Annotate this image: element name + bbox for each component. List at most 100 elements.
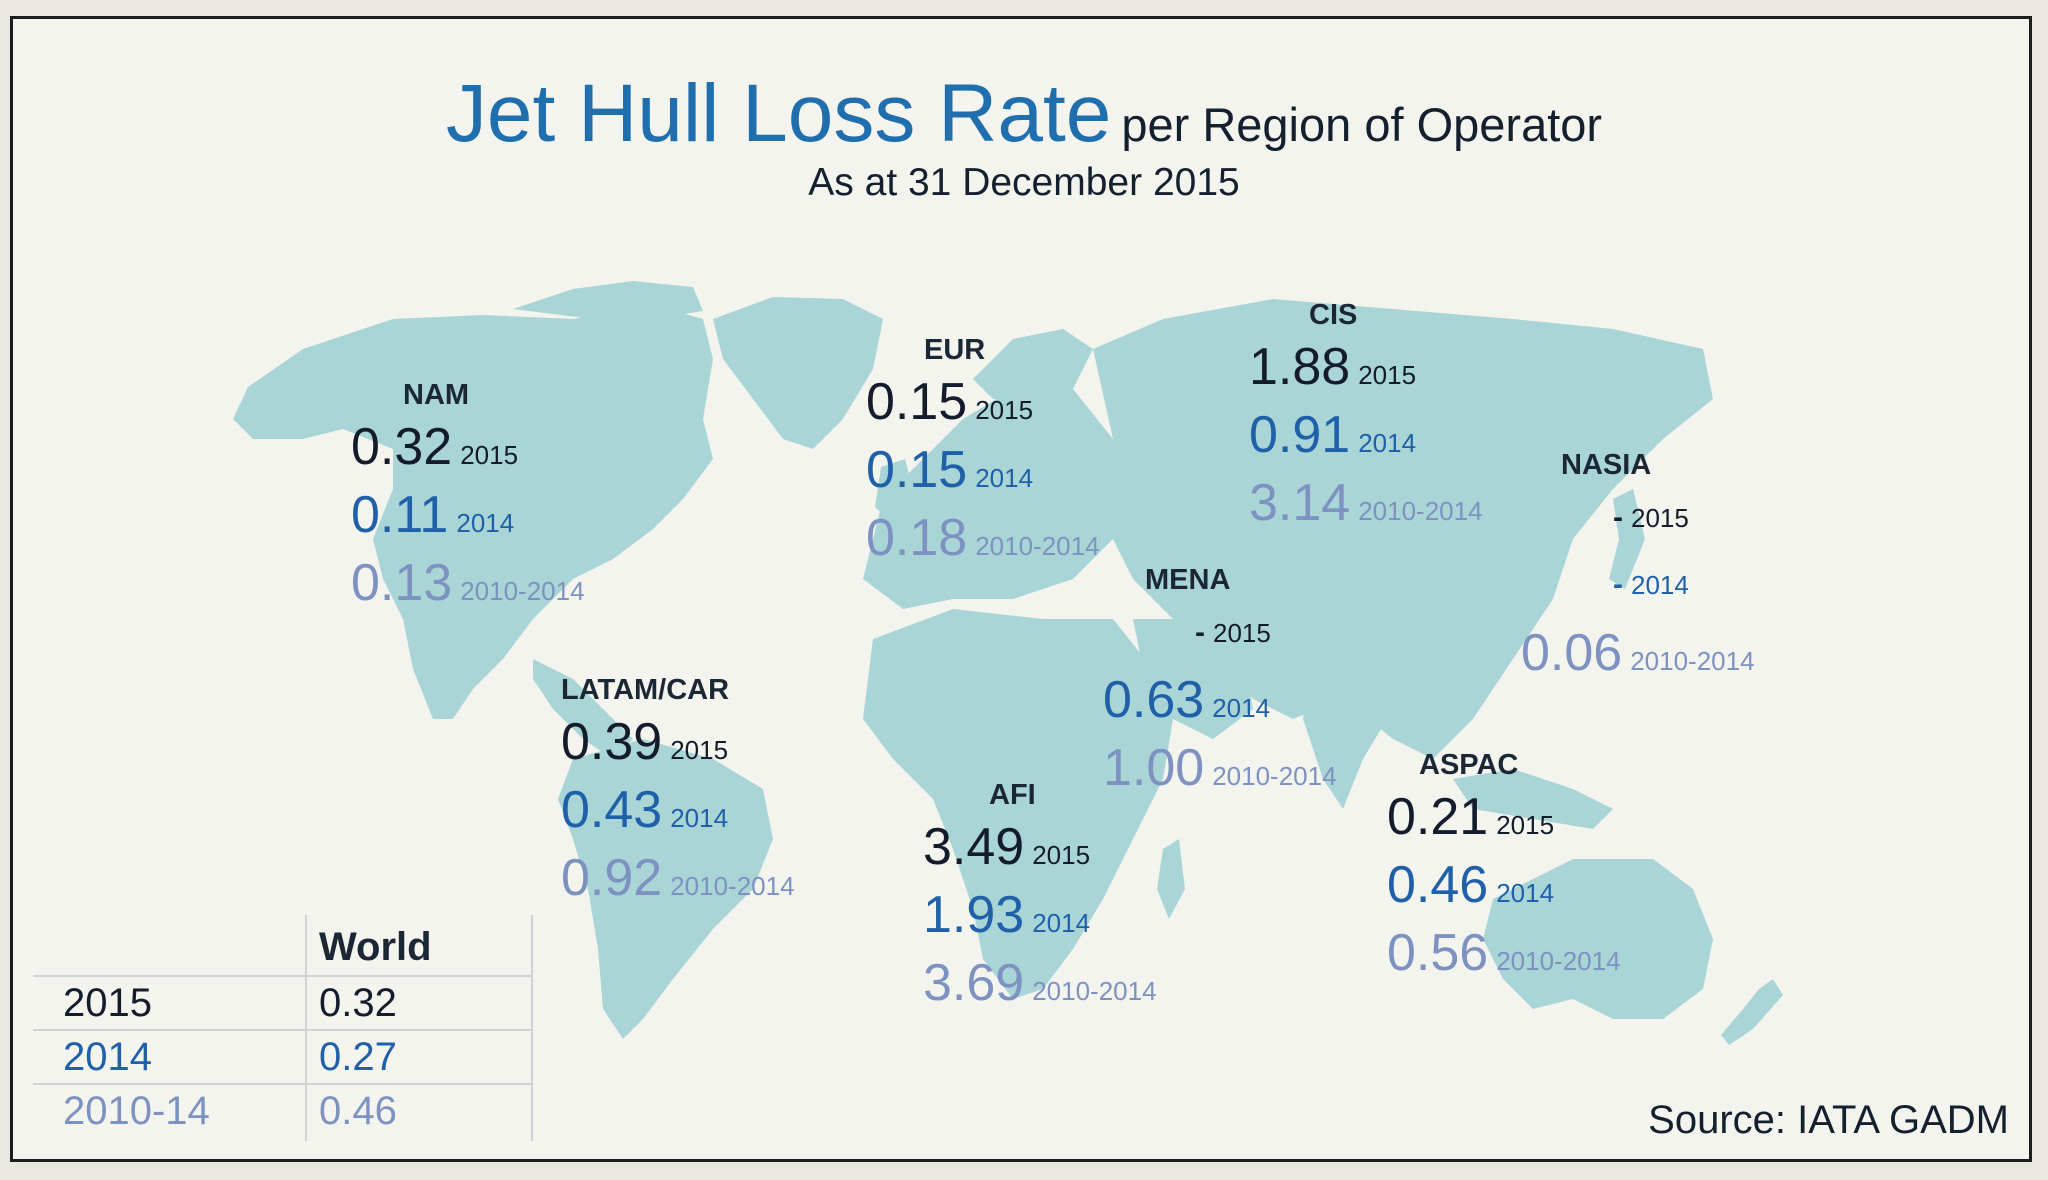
row-avg: 0.18 2010-2014 — [866, 508, 1100, 568]
value-2014: 1.93 — [923, 886, 1025, 944]
table-divider — [33, 1083, 533, 1085]
value-avg: 3.14 — [1249, 474, 1351, 532]
table-period: 2014 — [63, 1035, 152, 1079]
table-header: World — [319, 925, 432, 969]
table-column-divider — [305, 915, 307, 1141]
scandinavia-landmass — [973, 329, 1093, 399]
region-name: MENA — [1145, 564, 1231, 596]
value-avg: 0.13 — [351, 554, 453, 612]
region-name: NASIA — [1561, 449, 1652, 481]
value-2015: 0.32 — [351, 418, 453, 476]
world-map — [233, 281, 1783, 1045]
japan-islands — [1609, 489, 1645, 589]
madagascar-island — [1157, 839, 1185, 919]
region-name: CIS — [1309, 299, 1358, 331]
value-avg: 0.92 — [561, 849, 663, 907]
label-avg: 2010-2014 — [1630, 646, 1755, 676]
table-value: 0.27 — [319, 1035, 397, 1079]
label-2015: 2015 — [1631, 503, 1689, 533]
row-2014: -2014 — [1613, 568, 1689, 602]
label-2015: 2015 — [1032, 840, 1091, 870]
south-america-landmass — [558, 739, 773, 1039]
row-2015: 1.88 2015 — [1249, 337, 1416, 397]
value-2014: 0.91 — [1249, 406, 1351, 464]
label-2014: 2014 — [670, 803, 729, 833]
label-2015: 2015 — [1496, 810, 1555, 840]
table-period: 2010-14 — [63, 1089, 210, 1133]
label-2015: 2015 — [1213, 618, 1271, 648]
row-2015: 0.21 2015 — [1387, 787, 1554, 847]
row-2015: 3.49 2015 — [923, 817, 1090, 877]
row-avg: 0.13 2010-2014 — [351, 553, 585, 613]
label-2015: 2015 — [1358, 360, 1417, 390]
southeast-asia-islands — [1453, 769, 1613, 829]
chart-subtitle: As at 31 December 2015 — [808, 161, 1240, 204]
table-value: 0.46 — [319, 1089, 397, 1133]
row-2015: 0.39 2015 — [561, 712, 728, 772]
label-2014: 2014 — [975, 463, 1034, 493]
table-column-divider — [531, 915, 533, 1141]
infographic-frame: Jet Hull Loss Rate per Region of Operator… — [10, 16, 2032, 1162]
label-avg: 2010-2014 — [1032, 976, 1157, 1006]
label-2015: 2015 — [670, 735, 729, 765]
row-2014: 0.15 2014 — [866, 440, 1033, 500]
asia-landmass — [1093, 299, 1713, 759]
table-divider — [33, 1029, 533, 1031]
canadian-islands — [513, 281, 703, 319]
value-2014: 0.11 — [351, 486, 449, 544]
greenland-landmass — [713, 297, 883, 449]
region-name: LATAM/CAR — [561, 674, 730, 706]
region-name: ASPAC — [1419, 749, 1519, 781]
table-divider — [33, 975, 533, 977]
label-2014: 2014 — [1358, 428, 1417, 458]
title-suffix: per Region of Operator — [1121, 98, 1603, 151]
label-avg: 2010-2014 — [1358, 496, 1483, 526]
label-2014: 2014 — [1032, 908, 1091, 938]
label-avg: 2010-2014 — [460, 576, 585, 606]
value-avg: 1.00 — [1103, 739, 1205, 797]
world-summary-table: World 2015 0.32 2014 0.27 2010-14 0.46 — [33, 915, 533, 1151]
value-2015: 0.15 — [866, 373, 968, 431]
row-avg: 3.14 2010-2014 — [1249, 473, 1483, 533]
value-2015: - — [1613, 501, 1623, 534]
label-2015: 2015 — [975, 395, 1034, 425]
title-main: Jet Hull Loss Rate — [445, 68, 1112, 159]
value-2015: - — [1195, 616, 1205, 649]
row-avg: 0.06 2010-2014 — [1521, 623, 1755, 683]
value-avg: 0.06 — [1521, 624, 1623, 682]
value-2014: 0.43 — [561, 781, 663, 839]
new-zealand-islands — [1721, 979, 1783, 1045]
indian-subcontinent — [1303, 659, 1393, 809]
row-avg: 0.92 2010-2014 — [561, 848, 795, 908]
row-2015: 0.32 2015 — [351, 417, 518, 477]
label-2014: 2014 — [1631, 570, 1689, 600]
label-2014: 2014 — [1496, 878, 1555, 908]
value-2015: 0.39 — [561, 713, 663, 771]
source-note: Source: IATA GADM — [1648, 1098, 2009, 1142]
arabian-peninsula — [1133, 619, 1253, 739]
label-avg: 2010-2014 — [1212, 761, 1337, 791]
row-2014: 0.11 2014 — [351, 485, 514, 545]
row-2014: 0.46 2014 — [1387, 855, 1554, 915]
north-america-landmass — [233, 305, 713, 719]
british-isles — [875, 459, 915, 527]
row-2015: 0.15 2015 — [866, 372, 1033, 432]
value-avg: 3.69 — [923, 954, 1025, 1012]
region-name: NAM — [403, 379, 470, 411]
value-2014: 0.63 — [1103, 671, 1205, 729]
row-2015: -2015 — [1195, 616, 1271, 650]
value-avg: 0.56 — [1387, 924, 1489, 982]
row-avg: 1.00 2010-2014 — [1103, 738, 1337, 798]
africa-landmass — [863, 609, 1173, 999]
europe-landmass — [863, 389, 1133, 609]
value-2015: 1.88 — [1249, 338, 1351, 396]
australia-landmass — [1483, 859, 1713, 1019]
region-name: AFI — [989, 779, 1036, 811]
value-avg: 0.18 — [866, 509, 968, 567]
row-2015: -2015 — [1613, 501, 1689, 535]
label-2015: 2015 — [460, 440, 519, 470]
label-avg: 2010-2014 — [1496, 946, 1621, 976]
row-avg: 0.56 2010-2014 — [1387, 923, 1621, 983]
row-2014: 0.43 2014 — [561, 780, 728, 840]
value-2014: 0.15 — [866, 441, 968, 499]
